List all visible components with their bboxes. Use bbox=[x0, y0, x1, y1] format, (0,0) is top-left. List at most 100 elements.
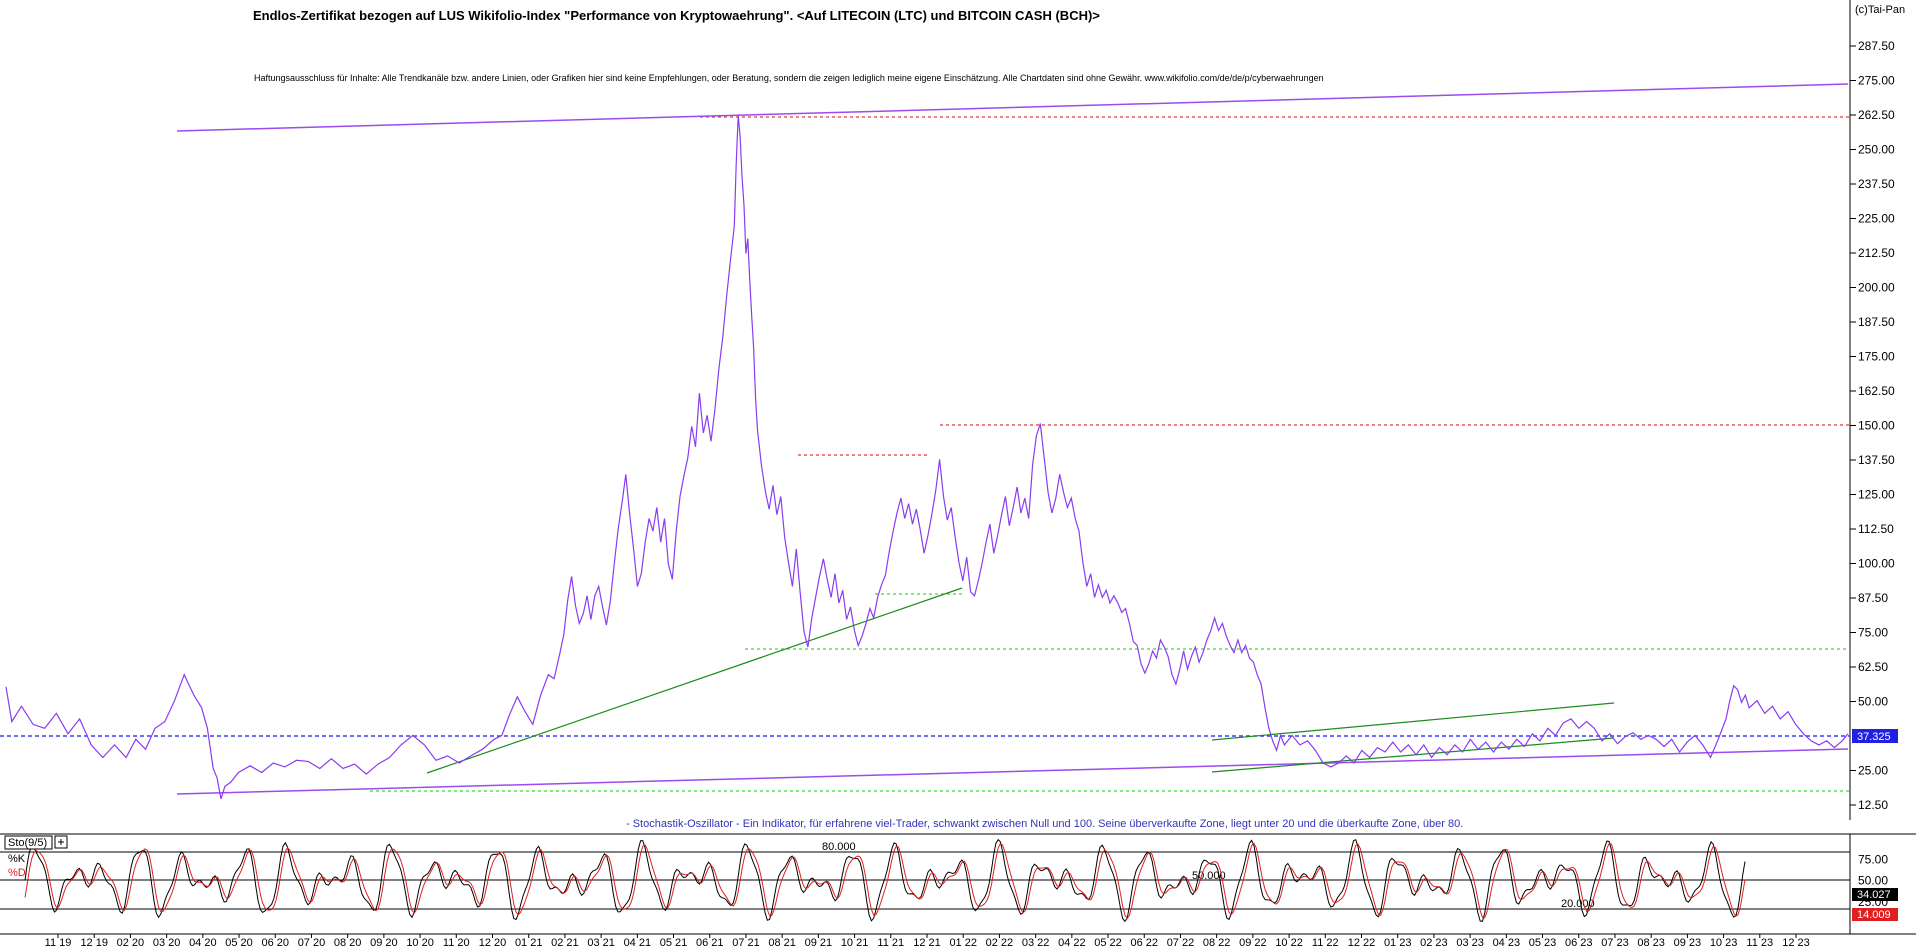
x-tick-label: 05 22 bbox=[1094, 937, 1122, 948]
upper-trendline bbox=[176, 83, 1849, 132]
x-tick-label: 05 23 bbox=[1529, 937, 1557, 948]
x-tick-label: 04 22 bbox=[1058, 937, 1086, 948]
last-price-badge: 37.325 bbox=[1852, 729, 1898, 743]
x-tick-label: 05 20 bbox=[225, 937, 253, 948]
k-value-badge: 34.027 bbox=[1852, 888, 1898, 901]
x-tick-label: 01 23 bbox=[1384, 937, 1412, 948]
x-tick-label: 08 22 bbox=[1203, 937, 1231, 948]
x-tick-label: 08 20 bbox=[334, 937, 362, 948]
x-tick-label: 12 23 bbox=[1782, 937, 1810, 948]
x-tick-label: 02 21 bbox=[551, 937, 579, 948]
x-tick-label: 12 20 bbox=[479, 937, 507, 948]
price-y-tick-label: 275.00 bbox=[1858, 74, 1895, 88]
copyright-label: (c)Tai-Pan bbox=[1855, 4, 1905, 16]
price-y-tick-label: 237.50 bbox=[1858, 177, 1895, 191]
price-y-tick-label: 187.50 bbox=[1858, 315, 1895, 329]
price-y-tick-label: 12.50 bbox=[1858, 798, 1888, 812]
x-tick-label: 02 23 bbox=[1420, 937, 1448, 948]
x-tick-label: 11 23 bbox=[1746, 937, 1773, 948]
x-tick-label: 11 19 bbox=[45, 937, 72, 948]
oscillator-label: Sto(9/5) bbox=[8, 837, 47, 849]
price-y-axis: 287.50 275.00 262.50 250.00 237.50 225.00 212.… bbox=[1850, 39, 1895, 812]
x-tick-label: 03 20 bbox=[153, 937, 181, 948]
oscillator-y-tick-label: 75.00 bbox=[1858, 852, 1888, 866]
green-channel-upper bbox=[1211, 702, 1615, 741]
x-tick-label: 06 22 bbox=[1130, 937, 1158, 948]
x-tick-label: 09 20 bbox=[370, 937, 398, 948]
oscillator-note: - Stochastik-Oszillator - Ein Indikator,… bbox=[626, 818, 1463, 830]
x-tick-label: 09 22 bbox=[1239, 937, 1267, 948]
disclaimer-text: Haftungsausschluss für Inhalte: Alle Tre… bbox=[254, 73, 1324, 83]
x-tick-label: 07 21 bbox=[732, 937, 760, 948]
x-tick-label: 01 21 bbox=[515, 937, 543, 948]
x-tick-label: 04 23 bbox=[1493, 937, 1521, 948]
price-y-tick-label: 162.50 bbox=[1858, 384, 1895, 398]
x-tick-label: 02 20 bbox=[117, 937, 145, 948]
x-tick-label: 06 23 bbox=[1565, 937, 1593, 948]
x-tick-label: 04 20 bbox=[189, 937, 217, 948]
price-y-tick-label: 62.50 bbox=[1858, 660, 1888, 674]
k-last-value: 34.027 bbox=[1857, 889, 1891, 901]
x-tick-label: 09 23 bbox=[1674, 937, 1702, 948]
price-series-line bbox=[5, 115, 1849, 800]
x-tick-label: 11 21 bbox=[877, 937, 904, 948]
d-last-value: 14.009 bbox=[1857, 909, 1891, 921]
x-tick-label: 12 19 bbox=[80, 937, 108, 948]
expand-panel-icon[interactable] bbox=[54, 835, 68, 849]
price-y-tick-label: 100.00 bbox=[1858, 557, 1895, 571]
d-value-badge: 14.009 bbox=[1852, 908, 1898, 921]
x-tick-label: 11 20 bbox=[443, 937, 470, 948]
x-tick-label: 10 23 bbox=[1710, 937, 1738, 948]
level-80-label: 80.000 bbox=[822, 841, 856, 853]
price-y-tick-label: 225.00 bbox=[1858, 212, 1895, 226]
x-tick-label: 01 22 bbox=[949, 937, 977, 948]
x-tick-label: 07 22 bbox=[1167, 937, 1195, 948]
last-price-value: 37.325 bbox=[1857, 731, 1891, 743]
x-tick-label: 10 22 bbox=[1275, 937, 1303, 948]
price-y-tick-label: 137.50 bbox=[1858, 453, 1895, 467]
x-tick-label: 08 23 bbox=[1637, 937, 1665, 948]
oscillator-legend: Sto(9/5) %K %D bbox=[4, 835, 68, 879]
price-y-tick-label: 75.00 bbox=[1858, 626, 1888, 640]
x-tick-label: 03 22 bbox=[1022, 937, 1050, 948]
price-y-tick-label: 175.00 bbox=[1858, 350, 1895, 364]
price-y-tick-label: 200.00 bbox=[1858, 281, 1895, 295]
x-tick-label: 09 21 bbox=[805, 937, 833, 948]
price-y-tick-label: 150.00 bbox=[1858, 419, 1895, 433]
k-legend: %K bbox=[8, 853, 26, 865]
price-y-tick-label: 212.50 bbox=[1858, 246, 1895, 260]
x-tick-label: 02 22 bbox=[986, 937, 1014, 948]
price-y-tick-label: 25.00 bbox=[1858, 764, 1888, 778]
x-tick-label: 12 22 bbox=[1348, 937, 1376, 948]
x-tick-label: 12 21 bbox=[913, 937, 941, 948]
reference-lines bbox=[0, 83, 1850, 795]
price-y-tick-label: 112.50 bbox=[1858, 522, 1894, 536]
x-tick-label: 07 20 bbox=[298, 937, 326, 948]
price-y-tick-label: 125.00 bbox=[1858, 488, 1895, 502]
level-20-label: 20.000 bbox=[1561, 898, 1595, 910]
x-tick-label: 04 21 bbox=[624, 937, 652, 948]
price-y-tick-label: 250.00 bbox=[1858, 143, 1895, 157]
x-tick-label: 11 22 bbox=[1312, 937, 1339, 948]
stochastic-k-line bbox=[24, 838, 1746, 923]
x-tick-label: 10 20 bbox=[406, 937, 434, 948]
green-trendline-2020 bbox=[426, 587, 963, 774]
x-tick-label: 08 21 bbox=[768, 937, 796, 948]
x-tick-label: 06 20 bbox=[261, 937, 289, 948]
green-channel-lower bbox=[1211, 737, 1615, 773]
x-tick-label: 03 23 bbox=[1456, 937, 1484, 948]
price-y-tick-label: 262.50 bbox=[1858, 108, 1895, 122]
x-tick-label: 10 21 bbox=[841, 937, 869, 948]
chart-title: Endlos-Zertifikat bezogen auf LUS Wikifo… bbox=[253, 8, 1100, 23]
x-tick-label: 03 21 bbox=[587, 937, 615, 948]
oscillator-y-tick-label: 50.00 bbox=[1858, 874, 1888, 888]
x-tick-label: 06 21 bbox=[696, 937, 724, 948]
x-tick-label: 07 23 bbox=[1601, 937, 1629, 948]
d-legend: %D bbox=[8, 867, 26, 879]
price-y-tick-label: 87.50 bbox=[1858, 591, 1888, 605]
x-axis: 11 19 12 19 02 20 03 20 04 20 05 20 06 20 07 20… bbox=[45, 934, 1810, 948]
stochastic-d-line bbox=[24, 842, 1746, 920]
lower-trendline bbox=[176, 748, 1849, 795]
x-tick-label: 05 21 bbox=[660, 937, 688, 948]
